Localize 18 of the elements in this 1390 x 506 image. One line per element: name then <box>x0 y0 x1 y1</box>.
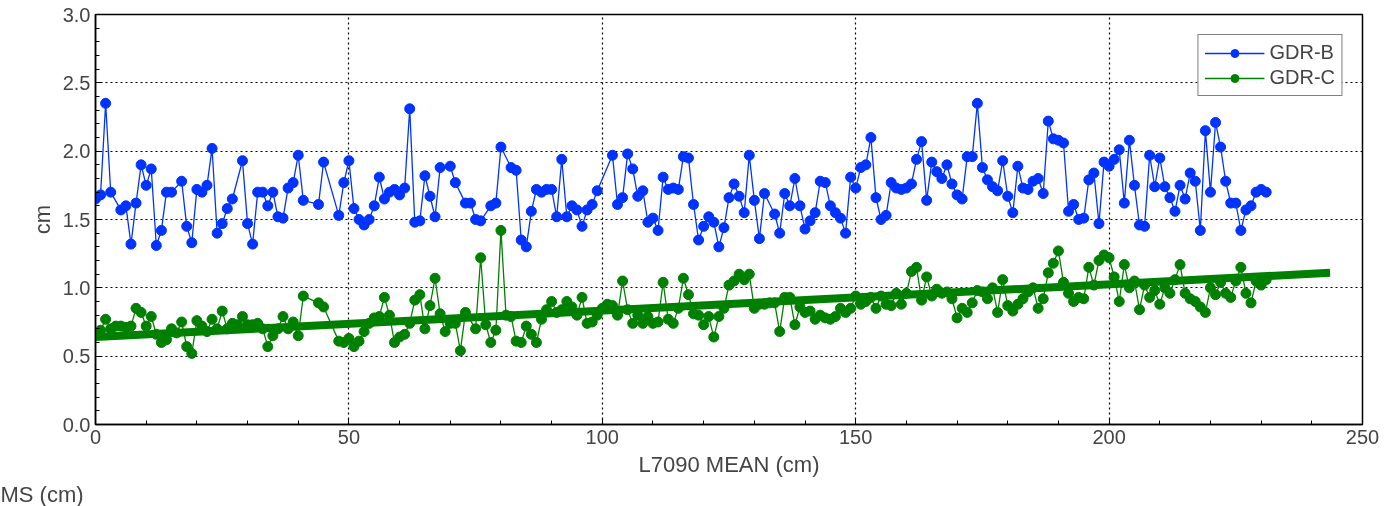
x-tick-label: 100 <box>585 425 619 448</box>
y-axis-title: cm <box>29 204 55 235</box>
x-tick-label: 150 <box>839 425 873 448</box>
y-tick-label: 3.0 <box>62 3 91 26</box>
x-tick-label: 250 <box>1345 425 1380 448</box>
y-tick-label: 1.0 <box>62 276 91 299</box>
legend-label: GDR-C <box>1269 66 1335 89</box>
legend-label: GDR-B <box>1269 41 1334 64</box>
x-tick-label: 50 <box>337 425 361 448</box>
y-tick-label: 0.5 <box>62 345 91 368</box>
y-tick-label: 2.5 <box>62 71 91 94</box>
y-tick-label: 2.0 <box>62 140 91 163</box>
text: MS (cm) <box>0 481 84 506</box>
x-tick-label: 0 <box>89 425 102 448</box>
y-tick-label: 0.0 <box>62 413 91 436</box>
x-axis-title: L7090 MEAN (cm) <box>638 451 820 477</box>
y-tick-label: 1.5 <box>62 208 91 231</box>
x-tick-label: 200 <box>1092 425 1126 448</box>
